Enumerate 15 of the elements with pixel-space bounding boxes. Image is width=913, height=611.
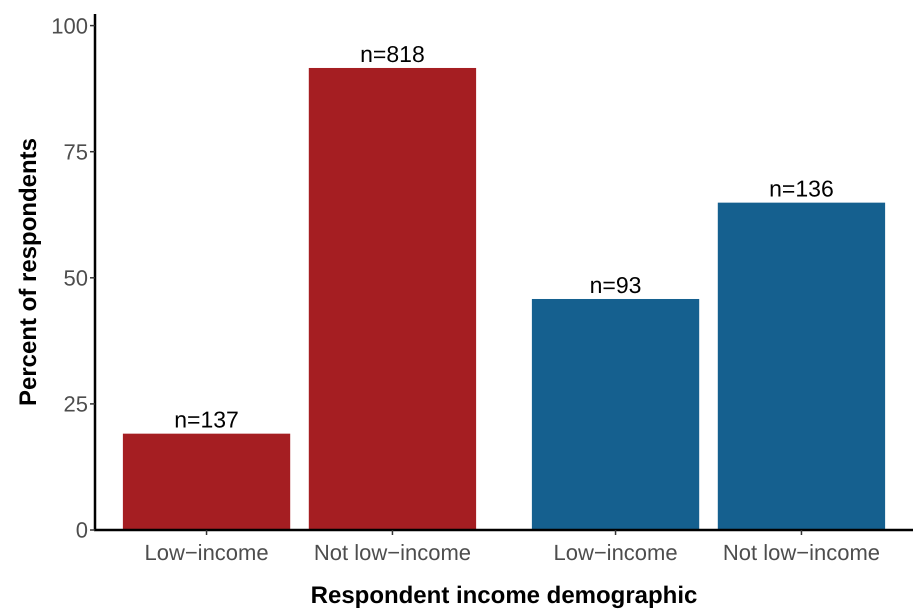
y-tick-label: 0 [76, 518, 88, 543]
x-tick-label: Not low−income [722, 540, 880, 565]
y-tick-label: 100 [51, 13, 88, 38]
y-tick-label: 50 [64, 266, 88, 290]
y-axis-title: Percent of respondents [15, 138, 42, 406]
annotation: n=136 [769, 176, 834, 202]
annotation: n=93 [590, 272, 642, 298]
y-tick-label: 25 [64, 392, 88, 417]
annotation: n=137 [174, 406, 239, 433]
y-tick-label: 75 [64, 139, 88, 164]
x-tick-label: Low−income [144, 540, 269, 565]
x-tick-label: Not low−income [314, 540, 472, 565]
x-tick-label: Low−income [553, 540, 678, 565]
annotation: n=818 [360, 40, 425, 67]
x-axis-title: Respondent income demographic [310, 582, 698, 609]
